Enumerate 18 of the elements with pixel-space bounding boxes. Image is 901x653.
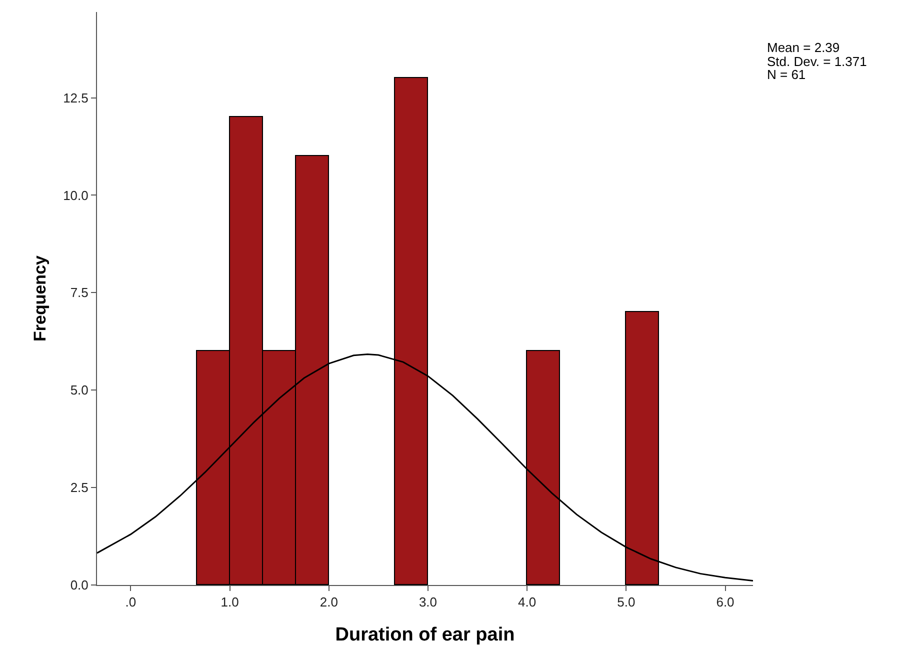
x-tick-label: 1.0 xyxy=(220,594,239,610)
x-axis-title: Duration of ear pain xyxy=(335,624,515,646)
x-tick-label: 4.0 xyxy=(518,594,536,610)
y-tick-label: 10.0 xyxy=(63,188,88,203)
x-tick-label: 2.0 xyxy=(320,594,338,610)
y-axis-title: Frequency xyxy=(30,254,50,342)
x-tick-label: 5.0 xyxy=(617,594,636,610)
y-tick-label: 2.5 xyxy=(70,480,88,496)
y-tick-label: 7.5 xyxy=(70,285,88,300)
x-tick-label: 6.0 xyxy=(716,594,734,610)
y-tick-label: 12.5 xyxy=(63,90,88,106)
text: Std. Dev. = 1.371 xyxy=(767,54,867,69)
y-tick-label: 0.0 xyxy=(70,578,88,593)
y-tick-label: 5.0 xyxy=(70,382,88,398)
x-tick-label: 3.0 xyxy=(418,594,438,610)
text: Mean = 2.39 xyxy=(767,40,840,55)
text: N = 61 xyxy=(767,67,806,82)
x-tick-label: .0 xyxy=(125,594,136,610)
